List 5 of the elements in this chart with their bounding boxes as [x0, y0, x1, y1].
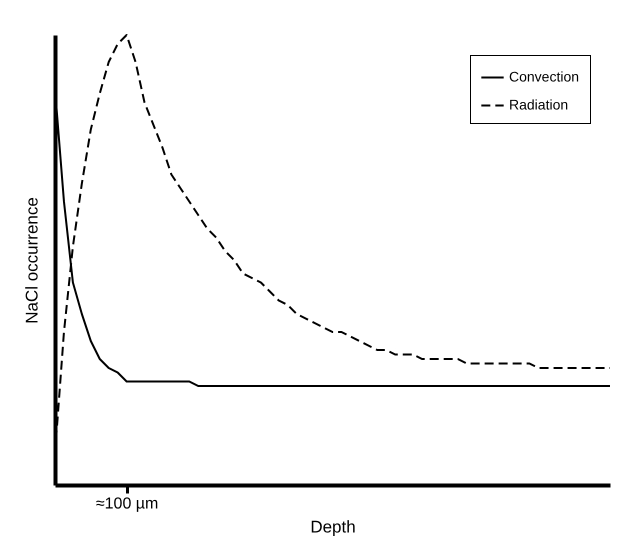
legend-label: Convection — [509, 68, 580, 84]
x-axis-title: Depth — [310, 518, 356, 536]
legend-label: Radiation — [509, 96, 568, 112]
text: ≈100 µm — [96, 496, 158, 512]
y-axis-title: NaCl occurrence — [22, 197, 42, 324]
